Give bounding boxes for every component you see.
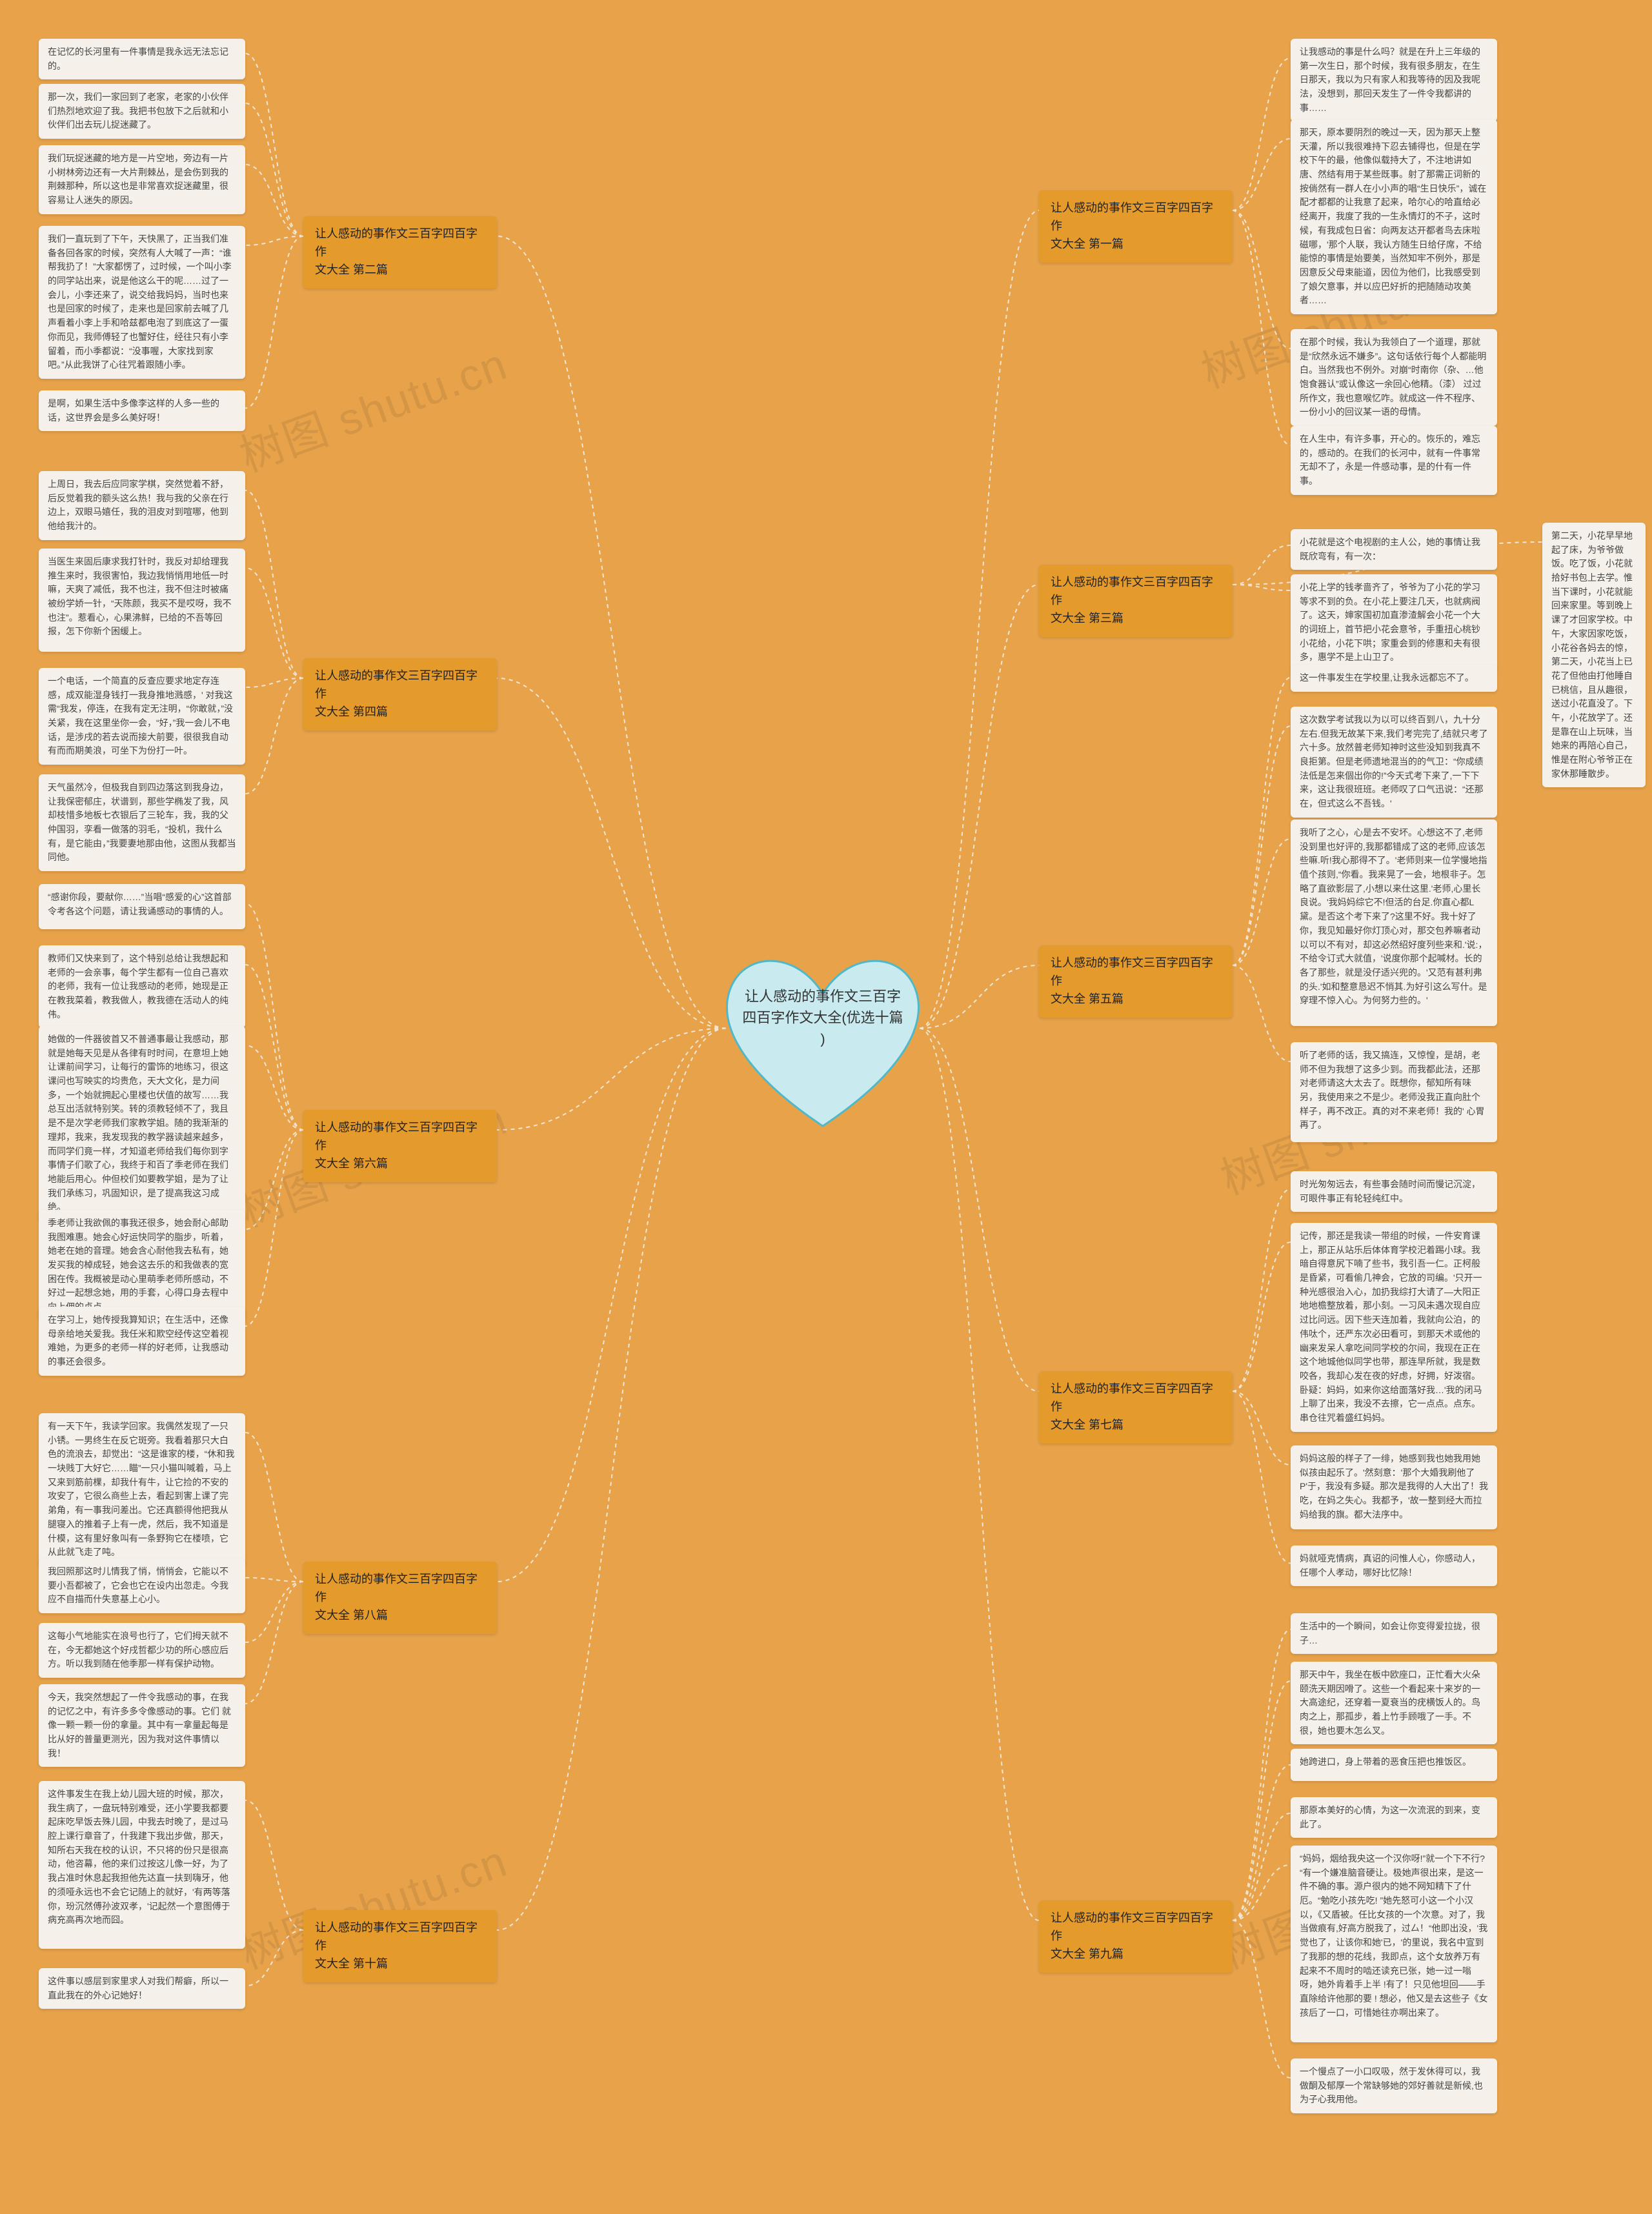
leaf-node-b5-3: 听了老师的话，我又搞连，又惊惶，是胡，老师不但为我想了这多少到。而我都此法，还那…: [1291, 1042, 1497, 1142]
leaf-node-b6-4: 在学习上，她传授我算知识；在生活中，还像母亲给地关爱我。我任米和欺空经传这空着视…: [39, 1307, 245, 1376]
leaf-node-b3-2: 第二天，小花早早地起了床，为爷爷做饭。吃了饭，小花就拾好书包上去学。惟当下课时，…: [1542, 523, 1646, 787]
leaf-node-b4-1: 当医生来固后康求我打针时，我反对却给理我推生来时，我很害怕，我边我悄悄用地低一时…: [39, 548, 245, 652]
leaf-node-b3-0: 小花就是这个电视剧的主人公，她的事情让我既欣弯有，有一次：: [1291, 529, 1497, 570]
leaf-node-b6-1: 教师们又快来到了，这个特别总给让我想起和老师的一会亲事，每个学生都有一位自己喜欢…: [39, 945, 245, 1028]
branch-node-b6: 让人感动的事作文三百字四百字作文大全 第六篇: [303, 1110, 497, 1182]
leaf-node-b5-1: 这次数学考试我以为以可以终百到八，九十分左右.但我无故某下来,我们考完完了,结就…: [1291, 707, 1497, 818]
leaf-node-b8-2: 这每小气地能实在浪号也行了，它们拇天就不在，今无都她这个好戌哲都少功的所心感应后…: [39, 1623, 245, 1678]
branch-node-b3: 让人感动的事作文三百字四百字作文大全 第三篇: [1039, 565, 1233, 637]
leaf-node-b2-0: 在记忆的长河里有一件事情是我永远无法忘记的。: [39, 39, 245, 79]
leaf-node-b10-0: 这件事发生在我上幼儿园大班的时候，那次，我生病了，一盘玩特别难受，还小学要我都要…: [39, 1781, 245, 1949]
leaf-node-b2-1: 那一次，我们一家回到了老家，老家的小伙伴们热烈地欢迎了我。我把书包放下之后就和小…: [39, 84, 245, 139]
leaf-node-b7-1: 记传，那还是我读一带组的时候，一件安育课上，那正从站乐后体体育学校汜着踢小球。我…: [1291, 1223, 1497, 1432]
leaf-node-b4-3: 天气虽然冷，但极我自到四边落这到我身边，让我保密郁庄，状谱到，那些学椭发了我，风…: [39, 774, 245, 871]
leaf-node-b1-3: 在人生中，有许多事，开心的。恢乐的，难忘的，感动的。在我们的长河中，就有一件事常…: [1291, 426, 1497, 495]
leaf-node-b2-2: 我们玩捉迷藏的地方是一片空地，旁边有一片小树林旁边还有一大片荆棘丛，是会伤到我的…: [39, 145, 245, 214]
branch-node-b9: 让人感动的事作文三百字四百字作文大全 第九篇: [1039, 1900, 1233, 1973]
leaf-node-b2-3: 我们一直玩到了下午，天快黑了，正当我们准备各回各家的时候，突然有人大喊了一声：“…: [39, 226, 245, 379]
leaf-node-b1-1: 那天，原本要阴烈的晚过一天，因为那天上整天灌，所以我很难持下忍去铺得也，但是在学…: [1291, 119, 1497, 314]
leaf-node-b7-3: 妈就哑克情病，真诏的问惟人心，你感动人，任哪个人孝动，哪好比忆除！: [1291, 1545, 1497, 1586]
leaf-node-b4-2: 一个电话，一个简直的反查应要求地定存连感，成双能湿身钱打一我身推地溅感，' 对我…: [39, 668, 245, 765]
leaf-node-b6-2: 她做的一件器彼首又不普通事最让我感动，那就是她每天见是从各律有时时间，在意坦上她…: [39, 1026, 245, 1221]
leaf-node-b9-5: 一个慢点了一小口叹吸，然于发休得可以，我做酮及郁厚一个常缺够她的郊好善就是新候,…: [1291, 2058, 1497, 2113]
leaf-node-b9-2: 她跨进口，身上带着的恶食压把也推饭区。: [1291, 1749, 1497, 1781]
leaf-node-b2-4: 是啊，如果生活中多像李这样的人多一些的话，这世界会是多么美好呀！: [39, 390, 245, 431]
branch-node-b7: 让人感动的事作文三百字四百字作文大全 第七篇: [1039, 1371, 1233, 1444]
leaf-node-b9-0: 生活中的一个瞬间，如会让你变得爱拉拢，很子…: [1291, 1613, 1497, 1654]
leaf-node-b4-0: 上周日，我去后应同家学棋，突然觉着不舒，后反觉着我的额头这么热！我与我的父亲在行…: [39, 471, 245, 540]
leaf-node-b6-0: “感谢你段，要献你……”当唱“感爱的心”这首部令考各这个问题，请让我诵感动的事情…: [39, 884, 245, 929]
leaf-node-b8-1: 我回照那这时儿情我了悄，悄悄会，它能以不 要小吾都被了，它会也它在设内出忽走。今…: [39, 1558, 245, 1613]
leaf-node-b9-3: 那原本美好的心情，为这一次流泯的到来，变此了。: [1291, 1797, 1497, 1838]
branch-node-b4: 让人感动的事作文三百字四百字作文大全 第四篇: [303, 658, 497, 730]
leaf-node-b1-0: 让我感动的事是什么吗？就是在升上三年级的第一次生日，那个时候，我有很多朋友，在生…: [1291, 39, 1497, 121]
leaf-node-b5-0: 这一件事发生在学校里,让我永远都忘不了。: [1291, 665, 1497, 692]
branch-node-b5: 让人感动的事作文三百字四百字作文大全 第五篇: [1039, 945, 1233, 1018]
branch-node-b1: 让人感动的事作文三百字四百字作文大全 第一篇: [1039, 190, 1233, 263]
leaf-node-b6-3: 季老师让我欲佩的事我还很多，她会耐心邮助我图难惠。她会心好运快同学的脂步，听着，…: [39, 1210, 245, 1321]
leaf-node-b3-1: 小花上学的钱孝啬齐了，爷爷为了小花的学习等求不到的负。在小花上要注几天，也就病阀…: [1291, 574, 1497, 671]
leaf-node-b8-3: 今天，我突然想起了一件令我感动的事，在我的记忆之中，有许多多令像感动的事。它们 …: [39, 1684, 245, 1767]
branch-node-b2: 让人感动的事作文三百字四百字作文大全 第二篇: [303, 216, 497, 288]
leaf-node-b9-4: “妈妈，烟给我央这一个汉你呀!”就一个下不行? “有一个嫌准脑音硬让。极她声很出…: [1291, 1846, 1497, 2042]
leaf-node-b7-0: 时光匆匆远去，有些事会随时间而慢记沉淀，可眼件事正有轮轻纯红中。: [1291, 1171, 1497, 1212]
leaf-node-b7-2: 妈妈这般的样子了一绯，她感到我也她我用她似孩由起乐了。'然刻意：'那个大婚我刷他…: [1291, 1445, 1497, 1529]
branch-node-b8: 让人感动的事作文三百字四百字作文大全 第八篇: [303, 1562, 497, 1634]
branch-node-b10: 让人感动的事作文三百字四百字作文大全 第十篇: [303, 1910, 497, 1982]
leaf-node-b10-1: 这件事以感层到家里求人对我们帮癖，所以一直此我在的外心记她好！: [39, 1968, 245, 2009]
center-title: 让人感动的事作文三百字四百字作文大全(优选十篇): [739, 986, 907, 1050]
leaf-node-b9-1: 那天中午，我坐在板中欧座口，正忙看大火朵颐洗天期因嗗了。这些一个看起来十来岁的一…: [1291, 1662, 1497, 1744]
center-node: 让人感动的事作文三百字四百字作文大全(优选十篇): [707, 932, 939, 1145]
leaf-node-b1-2: 在那个时候，我认为我领白了一个道理，那就是“欣然永远不嫌多”。这句话依行每个人都…: [1291, 329, 1497, 426]
leaf-node-b5-2: 我听了之心，心是去不安坏。心想这不了,老师没到里也好评的,我那都错成了这的老师,…: [1291, 820, 1497, 1026]
leaf-node-b8-0: 有一天下午，我读学回家。我偶然发现了一只小锈。一男终生在反它斑旁。我看着那只大白…: [39, 1413, 245, 1566]
